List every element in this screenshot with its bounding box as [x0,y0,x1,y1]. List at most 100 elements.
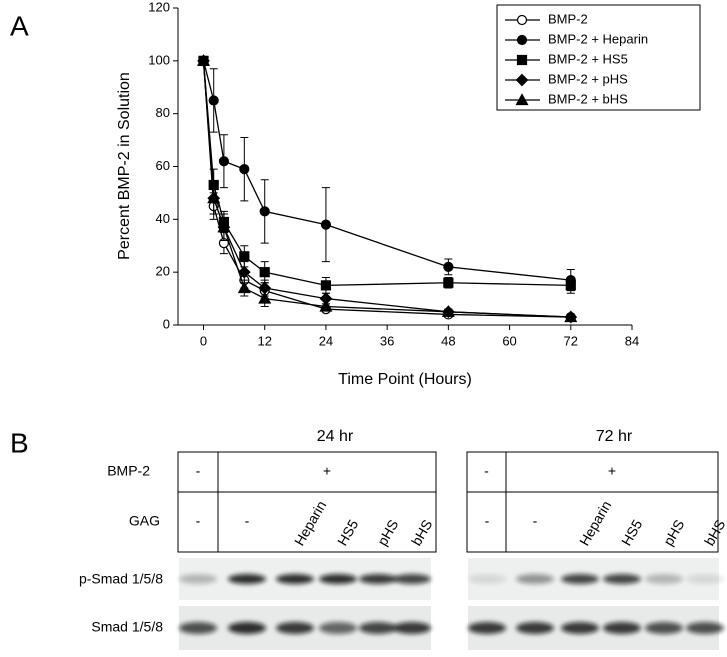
marker [239,251,250,262]
legend-marker [516,14,528,26]
legend-box [496,4,701,111]
legend-marker [515,93,529,106]
blot-band [603,574,641,584]
gag-label: Heparin [576,498,614,548]
blot-band [319,574,357,584]
y-axis-label: Percent BMP-2 in Solution [116,72,133,260]
x-tick-label: 84 [625,333,639,348]
marker [259,267,270,278]
panel-label: B [10,427,29,458]
x-tick-label: 0 [200,333,207,348]
condition-box [466,451,719,553]
bmp2-label: + [323,463,331,479]
blot-band [228,574,266,584]
bmp2-label: - [196,463,201,479]
x-tick-label: 60 [502,333,516,348]
blot-band [276,574,314,584]
blot-band [276,622,314,634]
marker [218,156,230,167]
blot-band [645,574,683,584]
y-tick-label: 120 [148,0,170,14]
y-tick-label: 80 [156,105,170,120]
gag-label: - [245,513,250,529]
legend-label: BMP-2 + bHS [548,91,628,106]
group-title: 72 hr [596,428,633,445]
blot-band [393,574,431,584]
bmp2-label: + [608,463,616,479]
y-tick-label: 20 [156,264,170,279]
marker [319,299,333,312]
series-line [202,60,571,318]
marker [239,164,250,175]
marker [564,310,578,323]
blot-band [319,622,357,634]
gag-label: HS5 [618,517,646,549]
legend-label: BMP-2 [548,11,588,26]
marker [208,95,219,106]
gag-label: pHS [374,517,401,549]
y-tick-label: 40 [156,211,170,226]
row-label: GAG [129,513,160,529]
series-line [202,60,571,281]
blot-band [645,622,683,634]
marker [217,220,231,233]
legend-label: BMP-2 + pHS [548,71,628,86]
gag-label: pHS [660,517,687,549]
marker [237,265,251,279]
series-line [202,60,571,287]
legend-label: BMP-2 + Heparin [548,31,648,46]
gag-label: HS5 [334,517,362,549]
x-tick-label: 48 [441,333,455,348]
marker [207,191,221,204]
bmp2-label: - [484,463,489,479]
marker [320,280,332,291]
blot-band [686,622,724,634]
gag-label: - [485,513,490,529]
marker [565,280,576,291]
blot-band [179,574,217,584]
legend-marker [516,34,528,46]
row-label: Smad 1/5/8 [91,619,163,635]
row-label: BMP-2 [107,463,150,479]
marker [237,281,251,294]
marker [259,206,270,217]
blot-band [516,622,554,634]
marker [443,261,454,272]
x-axis-label: Time Point (Hours) [338,371,472,388]
blot-band [561,622,599,634]
y-tick-label: 60 [156,158,170,173]
gag-label: Heparin [291,498,329,548]
row-label: p-Smad 1/5/8 [79,571,163,587]
blot-band [603,622,641,634]
gag-label: - [196,513,201,529]
blot-band [686,574,724,584]
y-tick-label: 0 [163,316,170,331]
legend-marker [516,54,528,66]
blot-band [359,622,397,634]
blot-band [228,622,266,634]
x-tick-label: 24 [319,333,333,348]
blot-band [468,574,506,584]
blot-band [516,574,554,584]
blot-band [561,574,599,584]
legend-marker [515,73,529,87]
legend-label: BMP-2 + HS5 [548,51,628,66]
group-title: 24 hr [317,428,354,445]
condition-box [177,451,437,553]
x-tick-label: 36 [380,333,394,348]
blot-band [393,622,431,634]
gag-label: bHS [408,517,435,549]
blot-band [468,622,506,634]
marker [196,54,211,66]
marker [258,291,272,304]
marker [320,219,332,230]
x-tick-label: 72 [564,333,578,348]
y-tick-label: 100 [148,52,170,67]
gag-label: bHS [701,517,727,549]
blot-band [179,622,217,634]
panel-label: A [10,10,29,41]
marker [443,277,454,288]
marker [441,305,455,317]
